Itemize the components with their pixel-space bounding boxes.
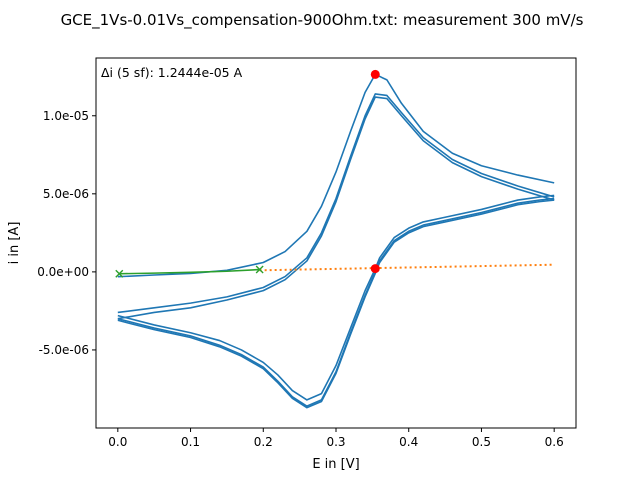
cv-trace (117, 199, 555, 409)
y-tick-label: 5.0e-06 (43, 187, 89, 201)
peak-marker (370, 69, 380, 79)
x-tick-label: 0.3 (326, 435, 345, 449)
x-tick-label: 0.4 (399, 435, 418, 449)
peak-marker (370, 264, 380, 274)
cv-trace (117, 96, 555, 320)
x-tick-label: 0.1 (181, 435, 200, 449)
fit-point-marker (255, 265, 264, 274)
fit-point-marker (115, 269, 124, 278)
y-tick-label: 1.0e-05 (43, 109, 89, 123)
x-axis-label: E in [V] (312, 457, 359, 472)
chart-title: GCE_1Vs-0.01Vs_compensation-900Ohm.txt: … (61, 11, 584, 30)
x-tick-label: 0.2 (254, 435, 273, 449)
y-tick-label: 0.0e+00 (37, 265, 89, 279)
delta-i-annotation: Δi (5 sf): 1.2444e-05 A (101, 65, 243, 80)
x-tick-label: 0.6 (545, 435, 564, 449)
axis-ticks: 0.0 0.1 0.2 0.3 0.4 0.5 0.6 -5.0e-06 0.0e+00 5.0e… (37, 109, 564, 449)
cv-trace (117, 194, 555, 401)
x-tick-label: 0.0 (108, 435, 127, 449)
baseline-fit-line (119, 268, 260, 275)
cv-trace (117, 93, 555, 314)
plot-area (115, 69, 555, 409)
cv-trace (117, 73, 555, 278)
y-axis-label: i in [A] (7, 222, 22, 265)
baseline-line (259, 263, 555, 272)
y-tick-label: -5.0e-06 (39, 343, 89, 357)
x-tick-label: 0.5 (472, 435, 491, 449)
